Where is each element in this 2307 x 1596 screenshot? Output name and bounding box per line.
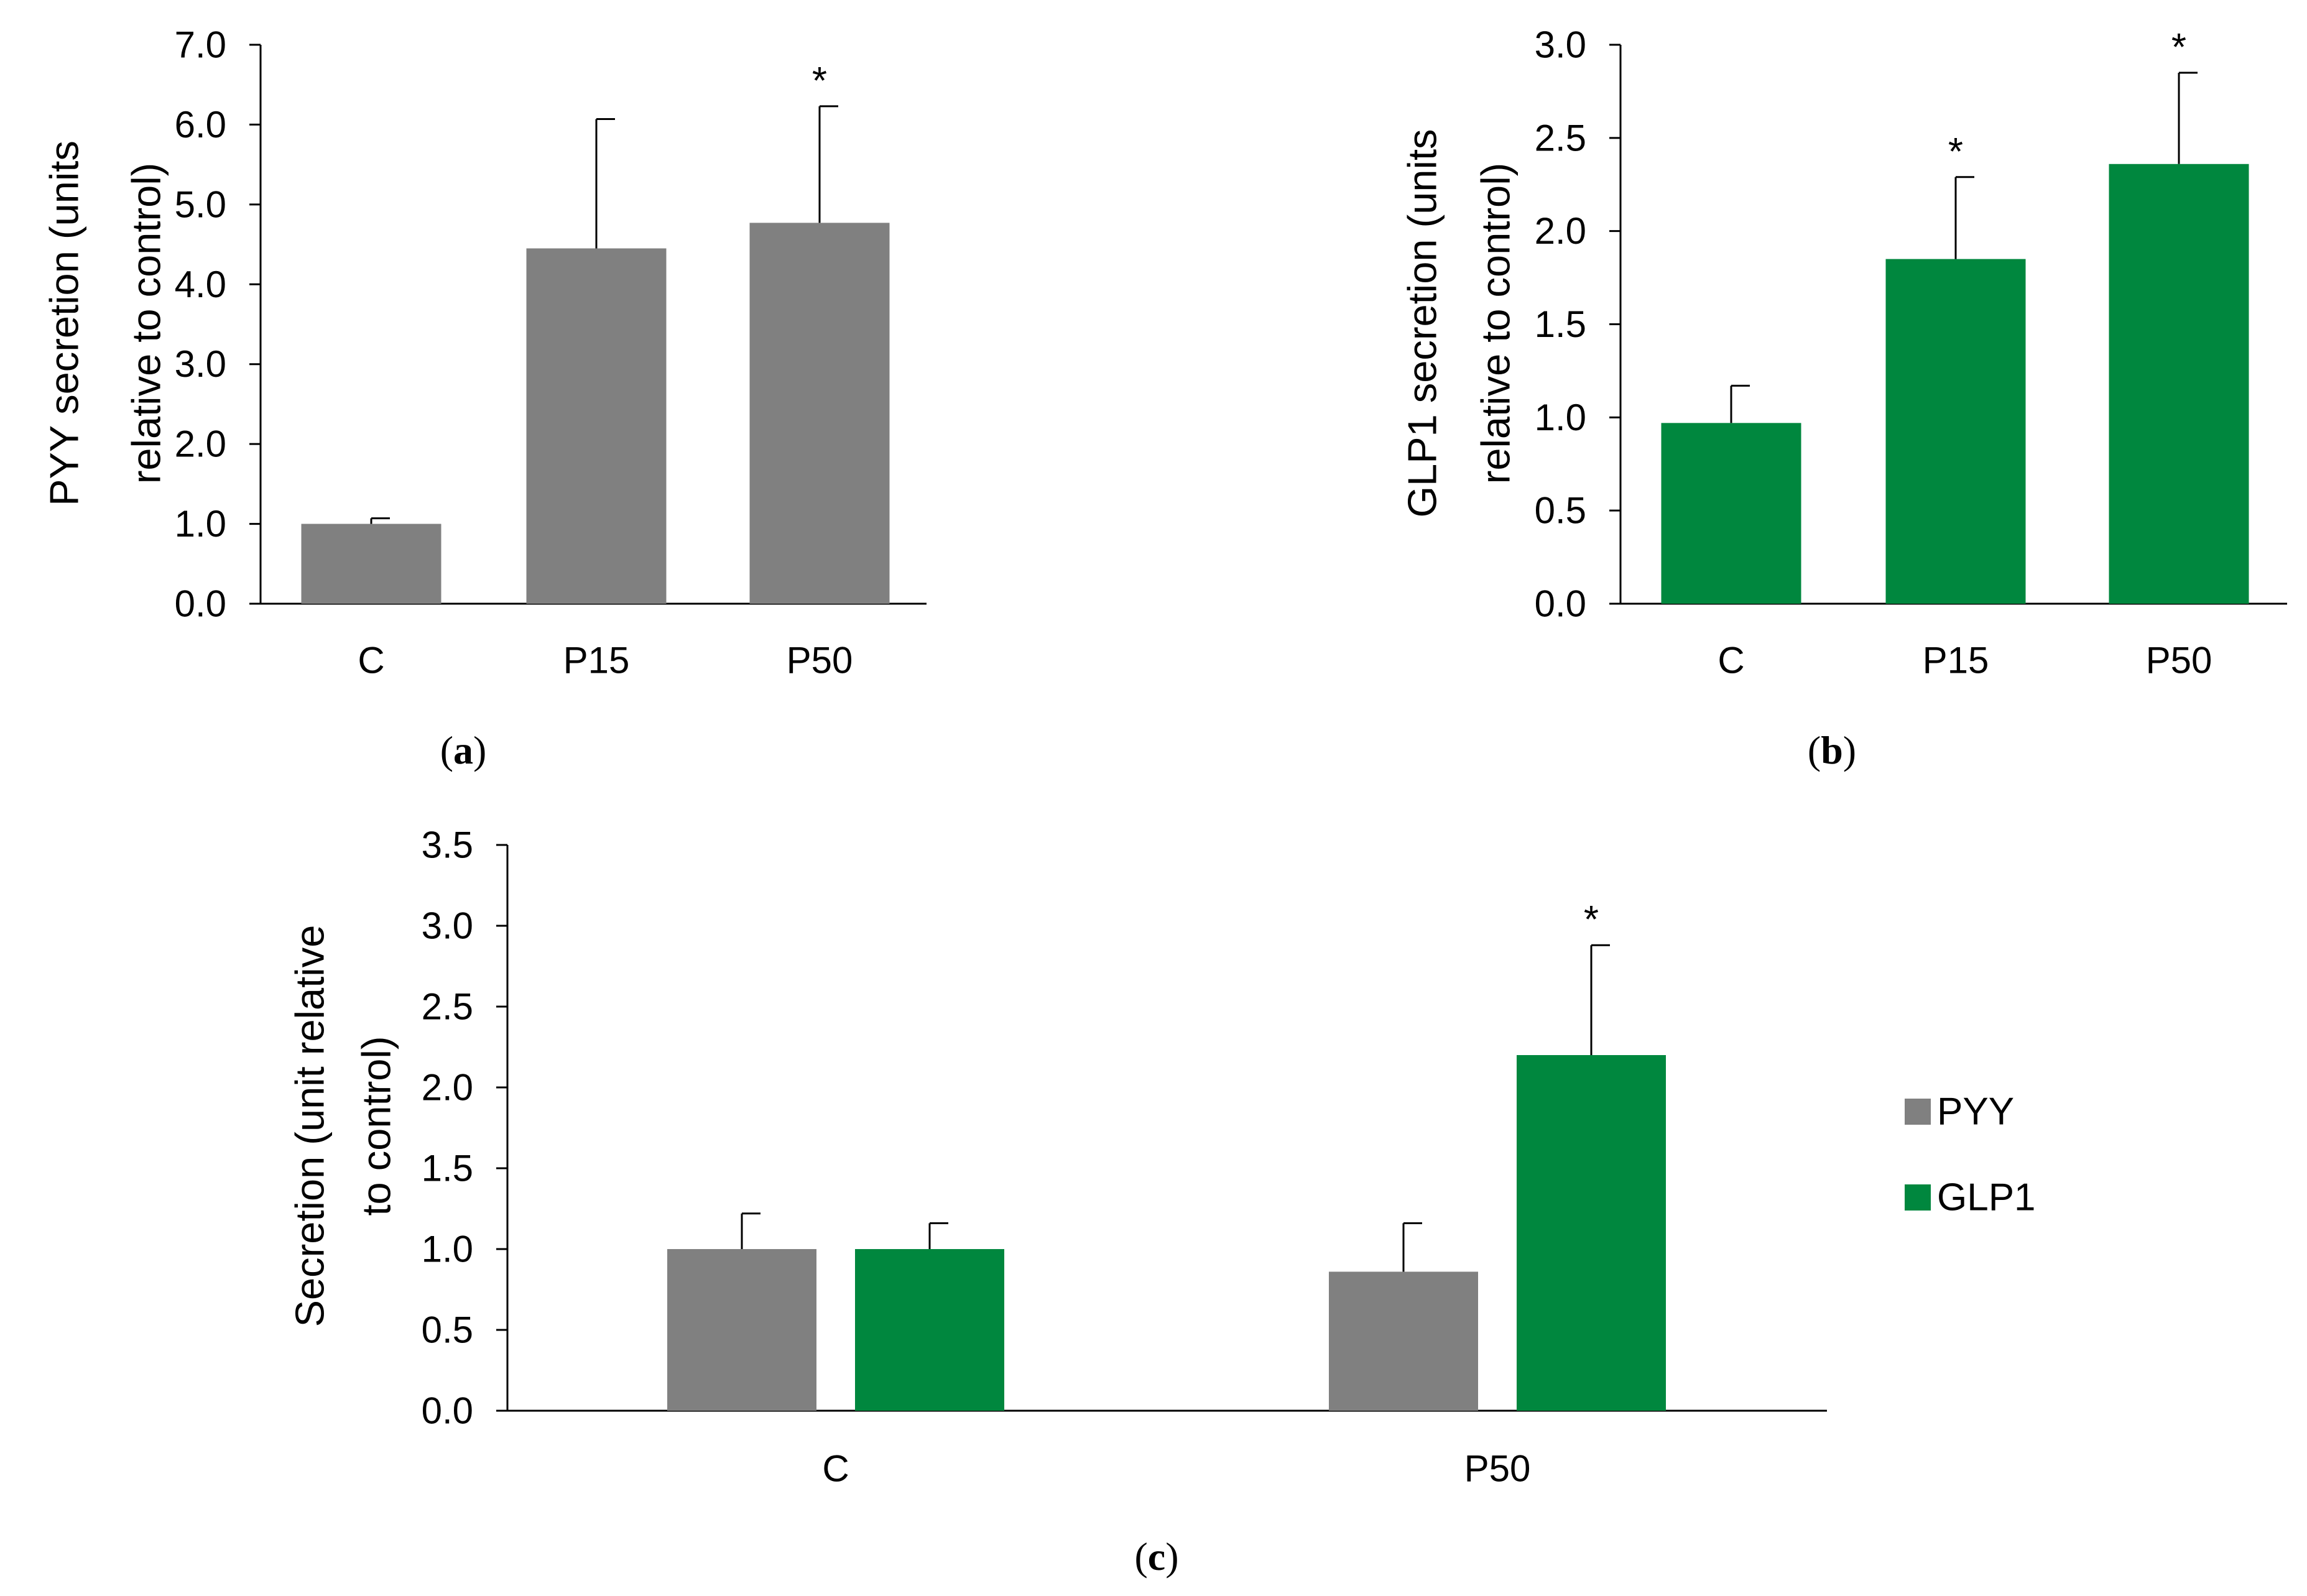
y-tick-label: 3.0 [1535, 24, 1586, 66]
x-tick-label: P50 [1464, 1448, 1531, 1490]
bar-glp1-c [855, 1249, 1004, 1411]
y-tick-label: 0.0 [422, 1390, 473, 1432]
y-tick-label: 2.0 [422, 1067, 473, 1109]
bar-glp1-c [1661, 423, 1801, 604]
bar-glp1-p15 [1885, 259, 2026, 604]
bar-glp1-p50 [2109, 164, 2249, 604]
y-tick-label: 3.0 [175, 343, 226, 385]
bar-pyy-p15 [526, 248, 667, 604]
legend-label-pyy: PYY [1937, 1091, 2014, 1133]
significance-marker: * [812, 60, 827, 103]
y-tick-label: 2.5 [1535, 117, 1586, 159]
chart-panel-b: 0.0 0.5 1.0 1.5 2.0 2.5 3.0 GLP1 secretion (uni… [1400, 24, 2287, 772]
y-tick-label: 0.0 [1535, 583, 1586, 625]
legend-label-glp1: GLP1 [1937, 1176, 2036, 1219]
y-tick-label: 2.5 [422, 986, 473, 1028]
y-tick-label: 1.0 [1535, 397, 1586, 438]
y-axis-title-line: PYY secretion (units [42, 141, 87, 506]
y-tick-label: 2.0 [1535, 210, 1586, 252]
bar-pyy-c [301, 524, 442, 604]
y-tick-label: 3.0 [422, 905, 473, 947]
x-tick-label: P50 [787, 640, 853, 681]
chart-panel-c: 0.0 0.5 1.0 1.5 2.0 2.5 3.0 3.5 Secretion (unit … [287, 824, 2036, 1579]
panel-label: (a) [440, 728, 487, 772]
significance-marker: * [2171, 26, 2186, 69]
bar-glp1-p50 [1517, 1055, 1666, 1411]
y-tick-label: 1.0 [422, 1229, 473, 1270]
y-tick-label: 7.0 [175, 24, 226, 66]
x-tick-label: C [822, 1448, 849, 1490]
y-tick-label: 5.0 [175, 183, 226, 225]
y-axis-title-line: relative to control) [124, 163, 169, 484]
y-tick-label: 2.0 [175, 423, 226, 465]
x-tick-label: C [1718, 640, 1744, 681]
y-tick-label: 4.0 [175, 264, 226, 305]
y-tick-label: 6.0 [175, 104, 226, 145]
y-tick-label: 1.0 [175, 503, 226, 545]
x-tick-label: P50 [2146, 640, 2212, 681]
legend-swatch-glp1 [1905, 1184, 1931, 1211]
bar-pyy-p50 [749, 223, 890, 604]
chart-panel-a: 0.0 1.0 2.0 3.0 4.0 5.0 6.0 7.0 PYY secretion (u… [42, 24, 927, 772]
bar-pyy-p50 [1329, 1271, 1478, 1411]
bar-pyy-c [667, 1249, 816, 1411]
significance-marker: * [1584, 898, 1599, 941]
x-tick-label: C [358, 640, 384, 681]
panel-label: (c) [1134, 1534, 1178, 1579]
y-axis-title-line: relative to control) [1473, 163, 1519, 484]
y-axis-title-line: to control) [354, 1036, 399, 1215]
y-tick-label: 3.5 [422, 824, 473, 866]
y-axis-title-line: GLP1 secretion (units [1400, 129, 1445, 517]
y-axis-title-line: Secretion (unit relative [287, 925, 333, 1327]
y-tick-label: 0.0 [175, 583, 226, 625]
y-tick-label: 1.5 [422, 1148, 473, 1189]
y-tick-label: 1.5 [1535, 303, 1586, 345]
y-tick-label: 0.5 [1535, 490, 1586, 532]
x-tick-label: P15 [1923, 640, 1989, 681]
x-tick-label: P15 [563, 640, 630, 681]
legend-swatch-pyy [1905, 1099, 1931, 1125]
significance-marker: * [1948, 131, 1963, 173]
y-tick-label: 0.5 [422, 1309, 473, 1351]
panel-label: (b) [1808, 728, 1856, 772]
